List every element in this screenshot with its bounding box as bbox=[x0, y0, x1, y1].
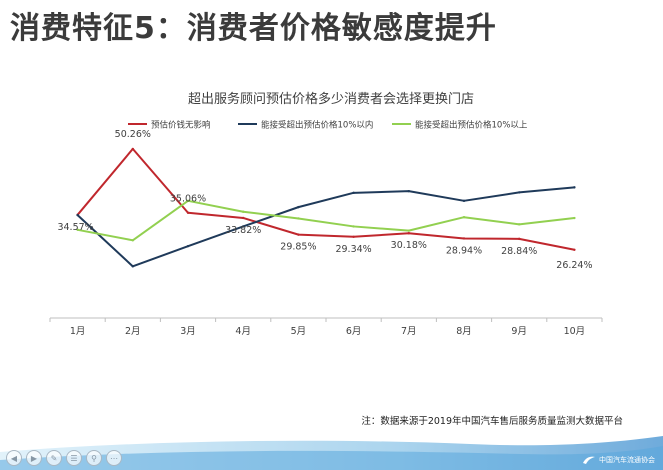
data-label: 29.85% bbox=[280, 242, 316, 253]
data-label: 35.06% bbox=[170, 194, 206, 205]
series-line bbox=[76, 147, 575, 251]
data-point bbox=[131, 147, 134, 151]
data-label: 26.24% bbox=[556, 260, 592, 271]
data-point bbox=[573, 248, 576, 251]
data-point bbox=[76, 213, 79, 217]
next-slide-icon[interactable]: ▶ bbox=[26, 450, 42, 466]
data-point bbox=[573, 186, 576, 189]
zoom-icon[interactable]: ⚲ bbox=[86, 450, 102, 466]
x-tick-label: 2月 bbox=[125, 326, 141, 337]
data-point bbox=[573, 216, 576, 220]
chart-title: 超出服务顾问预估价格多少消费者会选择更换门店 bbox=[188, 91, 474, 107]
data-point bbox=[297, 233, 300, 236]
data-point bbox=[407, 229, 410, 232]
association-logo: 中国汽车流通协会 bbox=[582, 455, 655, 465]
logo-text: 中国汽车流通协会 bbox=[599, 456, 655, 464]
x-tick-label: 9月 bbox=[511, 326, 527, 337]
x-tick-label: 3月 bbox=[180, 326, 196, 337]
data-label: 28.84% bbox=[501, 246, 537, 257]
legend-label: 预估价钱无影响 bbox=[151, 120, 211, 131]
x-tick-label: 1月 bbox=[70, 326, 86, 337]
data-point bbox=[518, 191, 521, 194]
data-label: 33.82% bbox=[225, 225, 261, 236]
more-options-icon[interactable]: ⋯ bbox=[106, 450, 122, 466]
data-label: 34.57% bbox=[57, 222, 93, 233]
data-point bbox=[462, 199, 466, 203]
data-point bbox=[186, 244, 190, 248]
x-tick-label: 10月 bbox=[564, 326, 586, 337]
legend-label: 能接受超出预估价格10%以内 bbox=[261, 120, 373, 131]
menu-icon[interactable]: ☰ bbox=[66, 450, 82, 466]
x-tick-label: 6月 bbox=[346, 326, 362, 337]
data-point bbox=[352, 225, 355, 228]
slide-title: 消费特征5：消费者价格敏感度提升 bbox=[10, 11, 497, 46]
data-point bbox=[462, 216, 466, 219]
series-line bbox=[77, 199, 575, 242]
pen-tool-icon[interactable]: ✎ bbox=[46, 450, 62, 466]
data-point bbox=[242, 210, 245, 213]
data-label: 28.94% bbox=[446, 245, 482, 256]
data-point bbox=[518, 237, 521, 241]
data-label: 29.34% bbox=[335, 244, 371, 255]
x-tick-label: 5月 bbox=[291, 326, 307, 337]
data-point bbox=[242, 225, 245, 228]
legend-label: 能接受超出预估价格10%以上 bbox=[415, 120, 528, 131]
data-source-footnote: 注：数据来源于2019年中国汽车售后服务质量监测大数据平台 bbox=[361, 416, 623, 427]
series-line bbox=[76, 186, 575, 268]
data-point bbox=[407, 189, 410, 193]
data-point bbox=[242, 216, 245, 220]
data-point bbox=[186, 211, 190, 214]
data-label: 30.18% bbox=[391, 240, 427, 251]
bottom-wave-decoration bbox=[0, 436, 663, 470]
data-point bbox=[297, 217, 300, 220]
data-point bbox=[462, 237, 466, 240]
data-label: 50.26% bbox=[115, 129, 151, 140]
logo-icon bbox=[583, 456, 595, 464]
data-point bbox=[352, 235, 355, 238]
data-point bbox=[297, 205, 300, 209]
x-tick-label: 8月 bbox=[456, 326, 472, 337]
slide-nav-bar: ◀ ▶ ✎ ☰ ⚲ ⋯ bbox=[6, 450, 122, 466]
data-point bbox=[76, 228, 79, 231]
prev-slide-icon[interactable]: ◀ bbox=[6, 450, 22, 466]
data-point bbox=[131, 239, 134, 242]
x-tick-label: 4月 bbox=[235, 326, 251, 337]
data-point bbox=[131, 265, 134, 268]
data-point bbox=[407, 232, 410, 235]
x-tick-label: 7月 bbox=[401, 326, 417, 337]
data-point bbox=[352, 191, 355, 195]
data-point bbox=[518, 223, 521, 226]
data-point bbox=[186, 199, 190, 203]
